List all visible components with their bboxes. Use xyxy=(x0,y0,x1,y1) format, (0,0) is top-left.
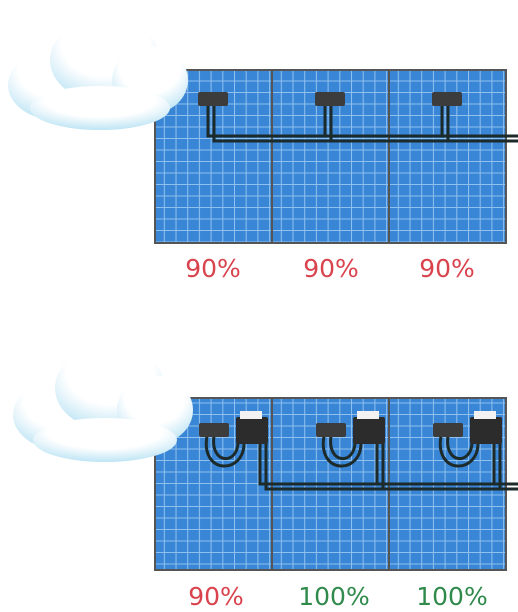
panel-row-top xyxy=(154,69,518,244)
panel-row-bottom xyxy=(154,397,518,571)
efficiency-label: 90% xyxy=(185,254,241,283)
cloud xyxy=(13,346,193,462)
efficiency-label: 90% xyxy=(188,582,244,611)
cloud xyxy=(8,18,188,130)
efficiency-label: 90% xyxy=(303,254,359,283)
efficiency-label: 100% xyxy=(298,582,369,611)
efficiency-label: 90% xyxy=(419,254,475,283)
efficiency-label: 100% xyxy=(416,582,487,611)
